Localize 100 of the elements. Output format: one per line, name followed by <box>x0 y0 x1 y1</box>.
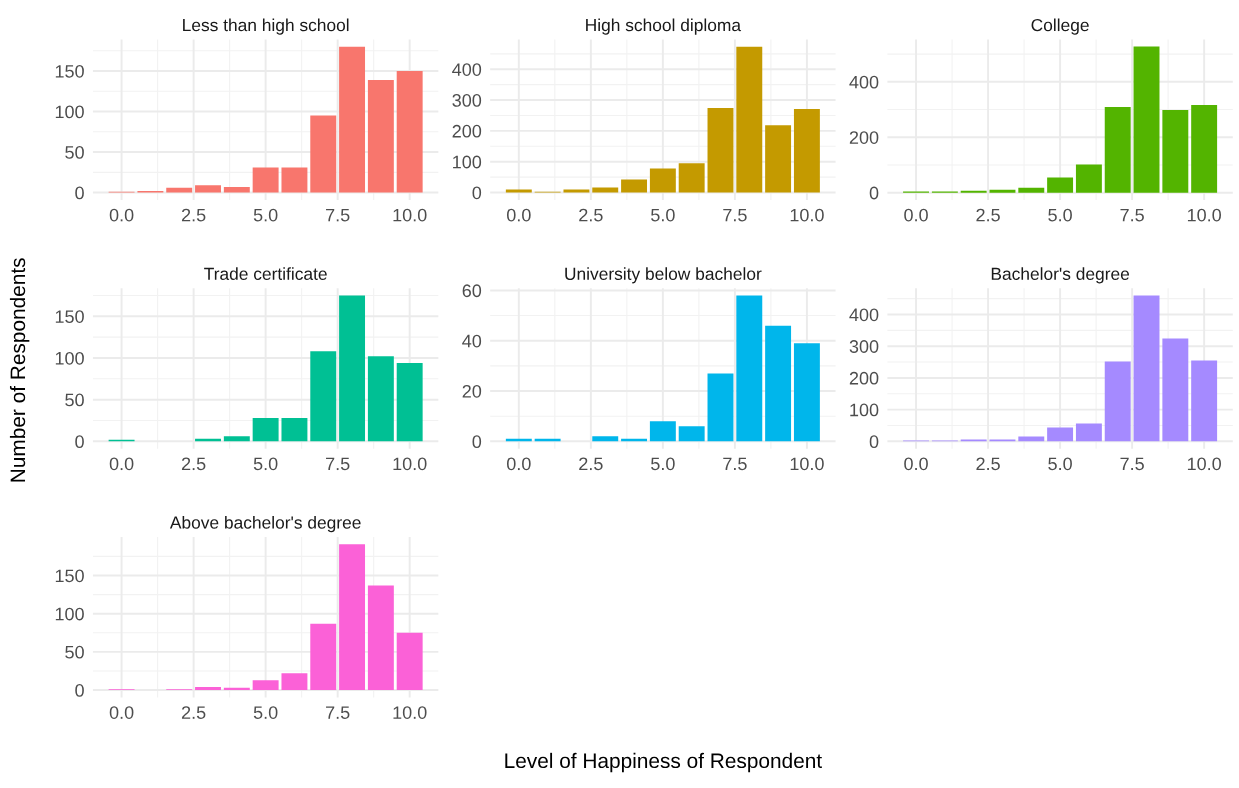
bar <box>310 623 337 691</box>
x-tick-label: 7.5 <box>326 208 350 222</box>
bar <box>339 295 366 442</box>
x-tick-label: 2.5 <box>579 457 603 471</box>
y-tick-label: 200 <box>849 131 879 144</box>
bar <box>1162 338 1189 442</box>
bar <box>793 343 820 442</box>
bar <box>1104 107 1131 193</box>
bar <box>1162 110 1189 193</box>
bar <box>195 185 221 193</box>
x-tick-label: 7.5 <box>723 457 747 471</box>
x-tick-label: 0.0 <box>109 706 134 719</box>
x-tick-label: 0.0 <box>109 457 134 471</box>
x-tick-label: 10.0 <box>393 706 427 719</box>
y-tick-label: 0 <box>75 186 84 200</box>
bar <box>989 189 1016 193</box>
x-tick-label: 5.0 <box>1048 208 1072 222</box>
bar <box>1104 361 1131 442</box>
x-tick-label: 7.5 <box>723 208 747 222</box>
chart-title: Trade certificate <box>204 267 327 280</box>
x-tick-label: 0.0 <box>109 208 134 222</box>
bar <box>195 687 221 691</box>
bar <box>339 544 366 691</box>
bar <box>223 436 250 442</box>
bar <box>505 189 532 193</box>
bar <box>252 167 279 193</box>
bar <box>396 71 423 193</box>
x-tick-label: 2.5 <box>976 457 1000 471</box>
bar <box>281 167 308 193</box>
bar <box>736 46 763 193</box>
bar <box>166 187 193 193</box>
bar <box>281 417 308 442</box>
bar <box>310 351 337 442</box>
y-tick-label: 150 <box>55 310 84 324</box>
bar <box>765 325 792 442</box>
y-tick-label: 100 <box>55 351 84 365</box>
y-tick-label: 0 <box>75 684 84 697</box>
y-tick-label: 0 <box>472 435 482 449</box>
bar <box>1191 360 1218 442</box>
y-tick-label: 100 <box>55 105 84 119</box>
y-tick-label: 0 <box>869 435 879 449</box>
bar <box>1191 105 1218 193</box>
bar <box>367 585 394 691</box>
x-tick-label: 10.0 <box>790 457 824 471</box>
bar <box>1047 427 1074 442</box>
bar <box>367 79 394 193</box>
x-tick-label: 10.0 <box>393 208 427 222</box>
chart-title: Above bachelor's degree <box>169 515 361 533</box>
bar <box>367 356 394 442</box>
bar <box>707 373 734 442</box>
x-tick-label: 2.5 <box>579 208 603 222</box>
bar <box>1075 423 1102 442</box>
bar <box>793 109 820 193</box>
x-tick-label: 0.0 <box>506 457 531 471</box>
x-tick-label: 10.0 <box>1187 208 1222 222</box>
bar <box>649 168 676 193</box>
x-tick-label: 5.0 <box>1048 457 1072 471</box>
y-tick-label: 100 <box>55 607 84 621</box>
bar <box>1075 164 1102 193</box>
x-tick-label: 10.0 <box>393 457 427 471</box>
x-tick-label: 2.5 <box>976 208 1000 222</box>
x-tick-label: 0.0 <box>904 457 928 471</box>
chart-title: University below bachelor <box>565 267 762 284</box>
y-tick-label: 0 <box>869 186 879 200</box>
y-tick-label: 300 <box>849 340 879 353</box>
bar <box>339 46 366 193</box>
x-tick-label: 10.0 <box>790 208 824 222</box>
y-tick-label: 100 <box>850 403 879 417</box>
x-tick-label: 2.5 <box>181 208 206 222</box>
bar <box>281 673 308 691</box>
x-tick-label: 7.5 <box>326 457 350 471</box>
bar <box>310 115 337 193</box>
x-tick-label: 5.0 <box>651 208 675 222</box>
y-tick-label: 20 <box>462 384 482 398</box>
y-tick-label: 0 <box>75 435 84 449</box>
y-tick-label: 50 <box>65 393 84 407</box>
y-tick-label: 100 <box>453 155 482 169</box>
y-tick-label: 150 <box>55 64 84 78</box>
y-tick-label: 150 <box>55 569 84 583</box>
bar <box>736 295 763 442</box>
x-tick-label: 2.5 <box>181 457 206 471</box>
chart-title: College <box>1031 18 1089 35</box>
x-tick-label: 10.0 <box>1187 457 1222 471</box>
bar <box>1047 177 1074 193</box>
bar <box>1133 46 1160 193</box>
x-tick-label: 0.0 <box>506 208 531 222</box>
bar <box>563 189 590 193</box>
bar <box>223 186 250 193</box>
x-tick-label: 5.0 <box>651 457 675 471</box>
bar <box>621 179 648 193</box>
x-tick-label: 5.0 <box>253 208 278 222</box>
bar <box>678 426 705 442</box>
y-tick-label: 40 <box>462 334 482 348</box>
bar <box>1018 187 1045 193</box>
bar <box>252 417 279 442</box>
bar <box>707 108 734 193</box>
chart-title: Bachelor's degree <box>991 267 1130 284</box>
y-tick-label: 300 <box>452 94 482 107</box>
x-tick-label: 7.5 <box>326 706 350 719</box>
bar <box>252 680 279 691</box>
